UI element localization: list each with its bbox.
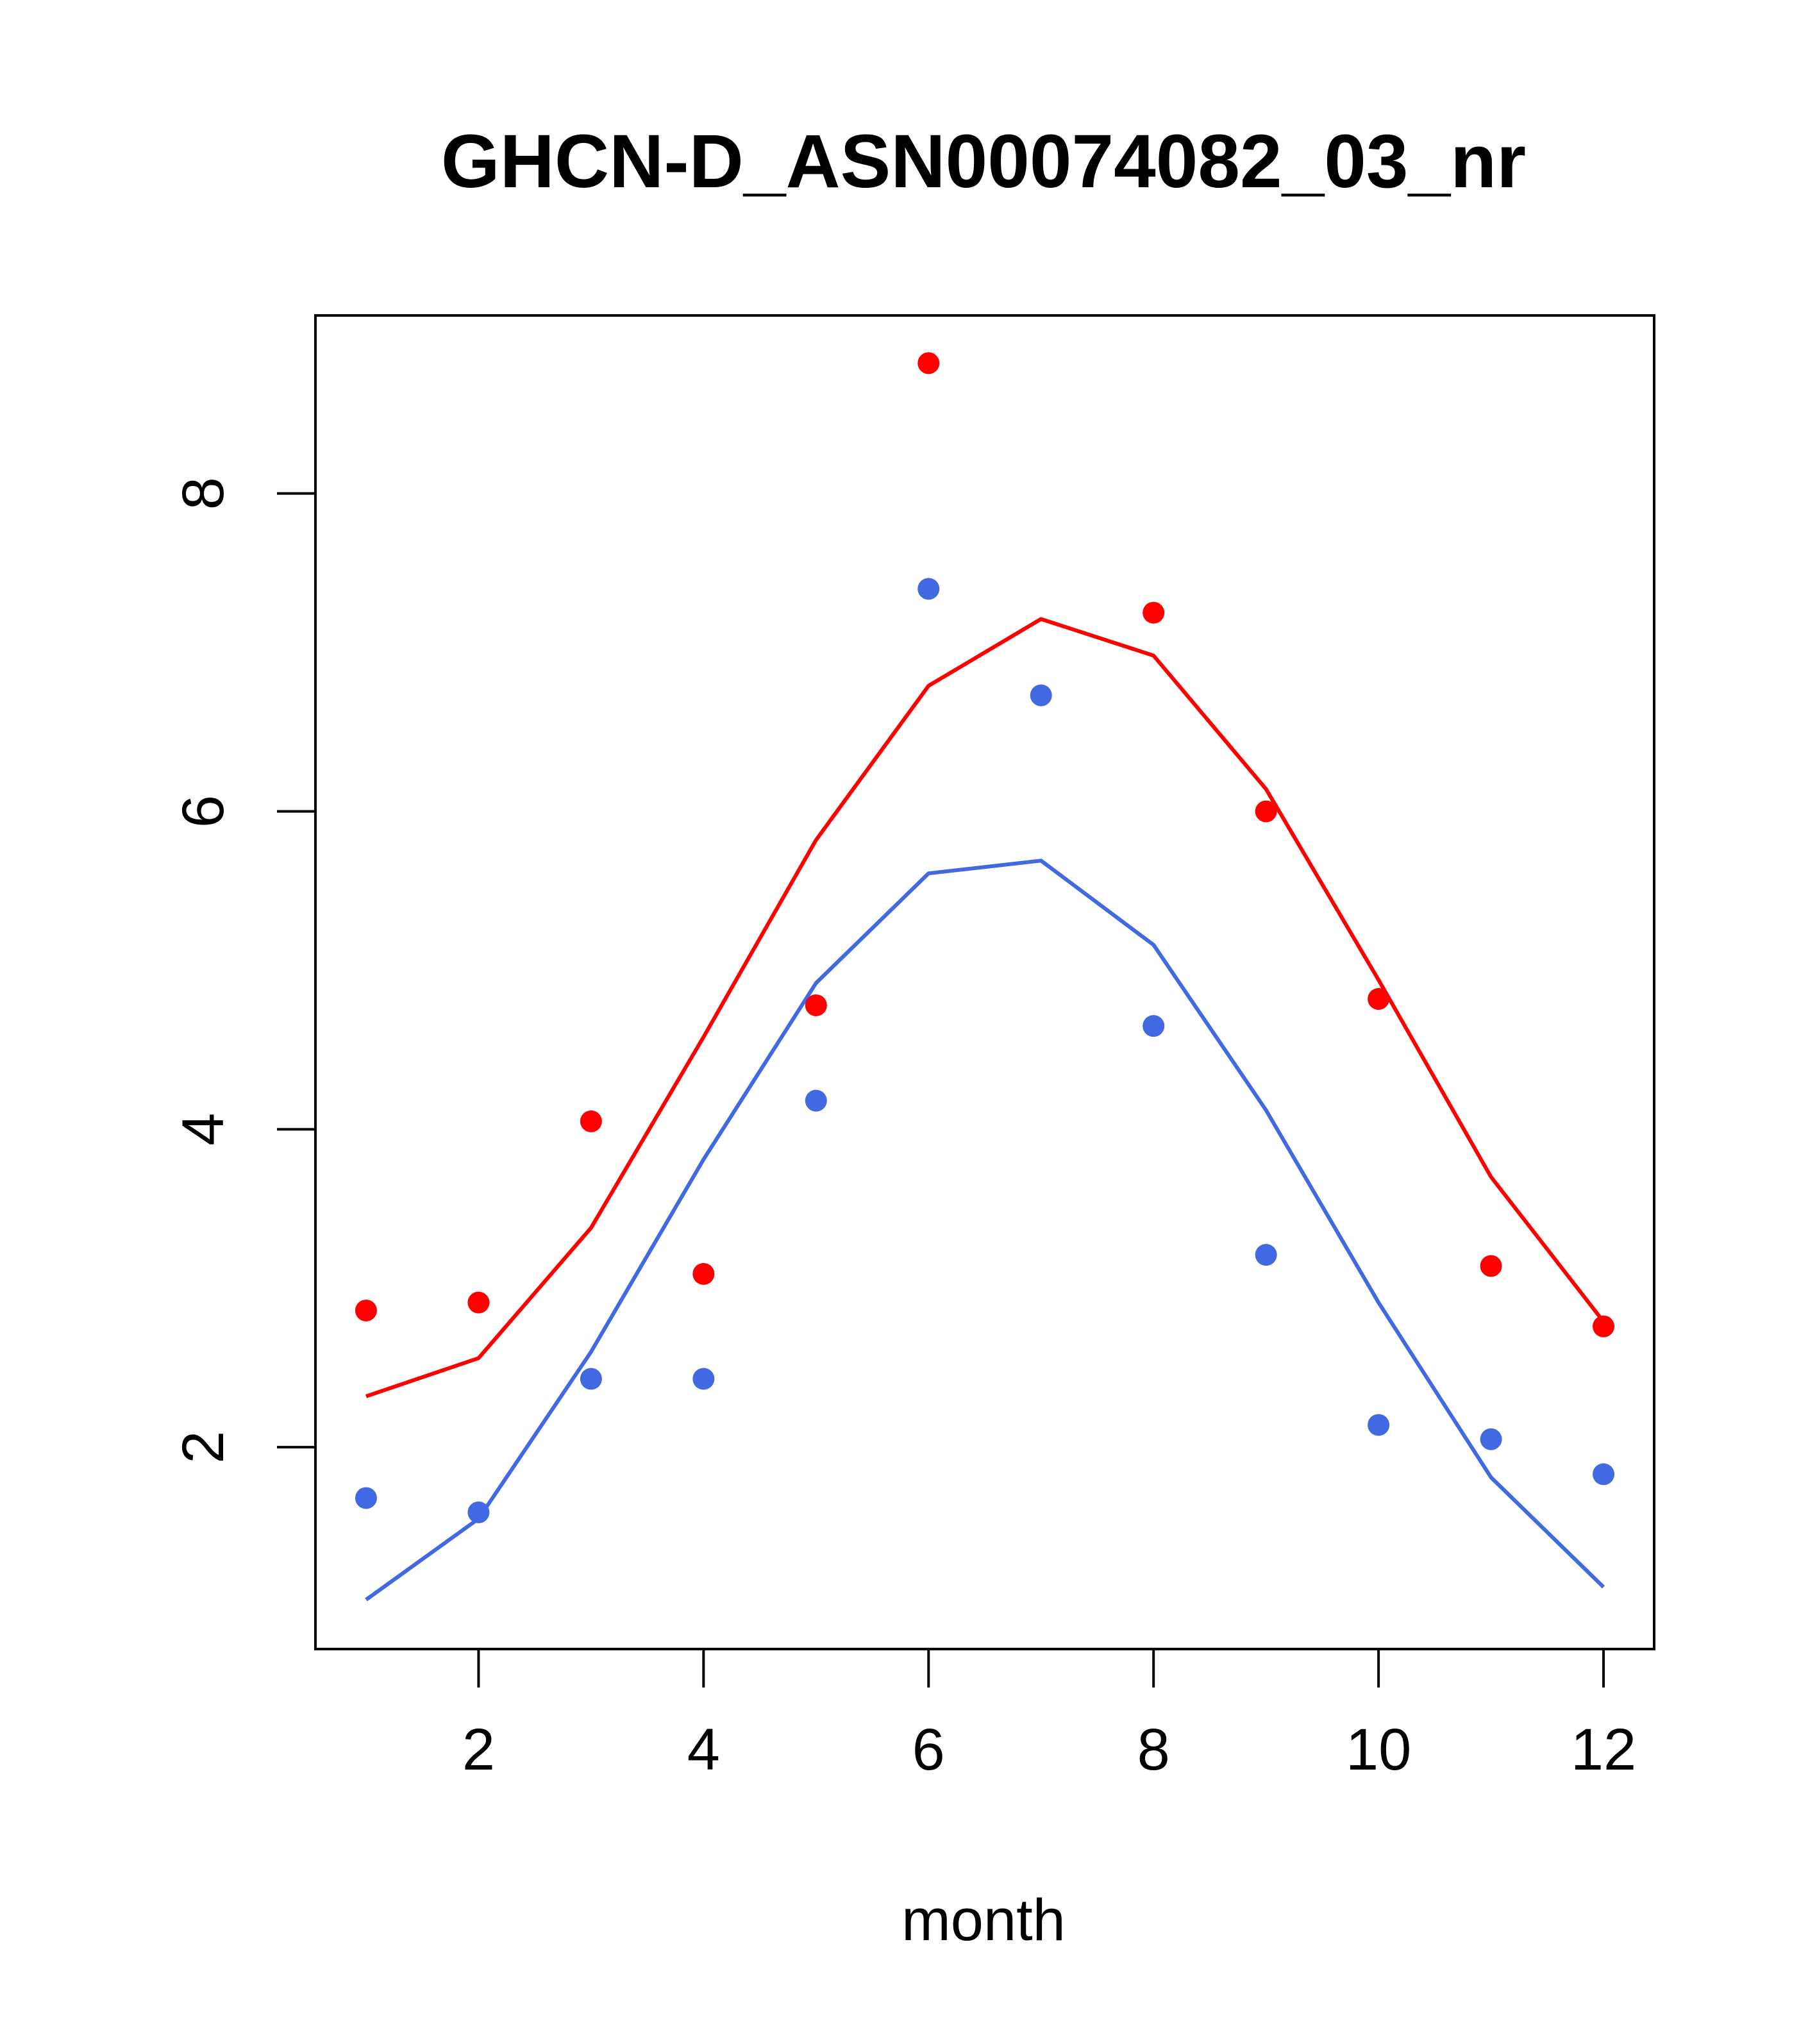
data-point [1368,1414,1390,1436]
x-tick-label: 4 [687,1717,720,1782]
x-tick-label: 6 [912,1717,945,1782]
series-layer [355,352,1615,1602]
y-tick-label: 8 [171,477,236,510]
data-point [355,1299,377,1321]
data-point [355,1487,377,1509]
y-tick-label: 6 [171,795,236,828]
y-axis: 2 4 6 8 [171,477,317,1464]
data-point [1480,1428,1502,1450]
data-point [1143,601,1165,624]
data-point [1143,1015,1165,1037]
data-point [917,352,940,374]
y-tick-label: 2 [171,1431,236,1464]
data-point [467,1291,490,1314]
x-tick-label: 10 [1346,1717,1411,1782]
x-tick-label: 8 [1137,1717,1170,1782]
data-point [1368,988,1390,1010]
data-point [1255,1244,1277,1266]
series-line [365,859,1605,1602]
series-line [365,617,1605,1398]
data-point [692,1262,715,1285]
x-tick-label: 2 [462,1717,495,1782]
data-point [1480,1255,1502,1277]
data-point [1255,800,1277,823]
x-tick-label: 12 [1571,1717,1636,1782]
data-point [1593,1463,1615,1486]
data-point [580,1368,602,1390]
data-point [692,1368,715,1390]
x-axis: 2 4 6 8 10 12 [462,1648,1636,1782]
data-point [580,1110,602,1132]
data-point [467,1501,490,1523]
data-point [805,994,827,1016]
chart-title: GHCN-D_ASN00074082_03_nr [441,119,1526,204]
data-point [1030,684,1052,707]
data-point [1593,1315,1615,1337]
x-axis-title: month [901,1888,1066,1953]
data-point [805,1089,827,1112]
y-tick-label: 4 [171,1113,236,1146]
data-point [917,578,940,600]
